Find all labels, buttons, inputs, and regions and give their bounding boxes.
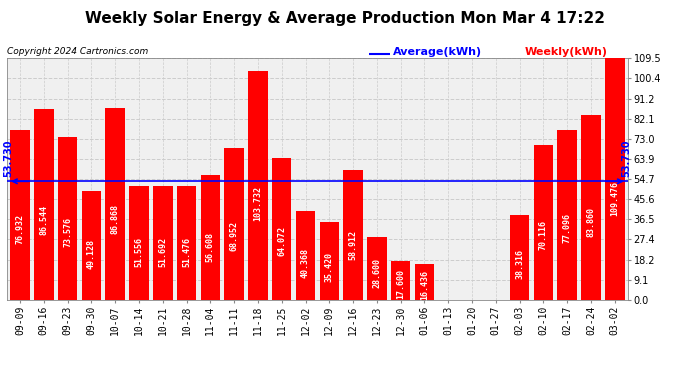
Bar bbox=[344, 170, 363, 300]
Bar bbox=[81, 192, 101, 300]
Bar bbox=[10, 130, 30, 300]
Text: 51.556: 51.556 bbox=[135, 237, 144, 267]
Text: 64.072: 64.072 bbox=[277, 225, 286, 255]
Text: 49.128: 49.128 bbox=[87, 239, 96, 269]
Bar bbox=[605, 58, 624, 300]
Bar bbox=[581, 115, 601, 300]
Text: 35.420: 35.420 bbox=[325, 252, 334, 282]
Text: 103.732: 103.732 bbox=[253, 186, 262, 221]
Text: 70.116: 70.116 bbox=[539, 220, 548, 250]
Text: 40.368: 40.368 bbox=[301, 248, 310, 278]
Text: Weekly(kWh): Weekly(kWh) bbox=[524, 47, 607, 57]
Text: 86.544: 86.544 bbox=[39, 205, 48, 235]
Text: 109.476: 109.476 bbox=[611, 181, 620, 216]
Text: 77.096: 77.096 bbox=[563, 213, 572, 243]
Text: 53.730: 53.730 bbox=[622, 140, 632, 177]
Text: Average(kWh): Average(kWh) bbox=[393, 47, 482, 57]
Text: 17.600: 17.600 bbox=[396, 268, 405, 298]
Text: 83.860: 83.860 bbox=[586, 207, 595, 237]
Text: Copyright 2024 Cartronics.com: Copyright 2024 Cartronics.com bbox=[7, 47, 148, 56]
Text: 53.730: 53.730 bbox=[3, 140, 13, 177]
Bar bbox=[201, 175, 220, 300]
Bar bbox=[248, 71, 268, 300]
Bar bbox=[58, 138, 77, 300]
Bar bbox=[272, 159, 291, 300]
Text: 68.952: 68.952 bbox=[230, 221, 239, 251]
Bar bbox=[510, 215, 529, 300]
Text: Weekly Solar Energy & Average Production Mon Mar 4 17:22: Weekly Solar Energy & Average Production… bbox=[85, 11, 605, 26]
Bar bbox=[296, 211, 315, 300]
Bar bbox=[533, 145, 553, 300]
Bar bbox=[34, 109, 54, 300]
Text: 16.436: 16.436 bbox=[420, 270, 429, 300]
Text: 86.868: 86.868 bbox=[110, 204, 119, 234]
Text: 38.316: 38.316 bbox=[515, 249, 524, 279]
Bar bbox=[391, 261, 411, 300]
Text: 56.608: 56.608 bbox=[206, 232, 215, 262]
Bar bbox=[558, 130, 577, 300]
Text: 58.912: 58.912 bbox=[348, 230, 357, 260]
Bar bbox=[177, 186, 196, 300]
Bar bbox=[129, 186, 149, 300]
Text: 51.476: 51.476 bbox=[182, 237, 191, 267]
Bar bbox=[106, 108, 125, 300]
Text: 76.932: 76.932 bbox=[15, 214, 24, 244]
Text: 28.600: 28.600 bbox=[373, 258, 382, 288]
Bar bbox=[224, 148, 244, 300]
Bar bbox=[153, 186, 172, 300]
Bar bbox=[367, 237, 386, 300]
Text: 51.692: 51.692 bbox=[158, 237, 167, 267]
Text: 73.576: 73.576 bbox=[63, 217, 72, 247]
Bar bbox=[319, 222, 339, 300]
Bar bbox=[415, 264, 434, 300]
